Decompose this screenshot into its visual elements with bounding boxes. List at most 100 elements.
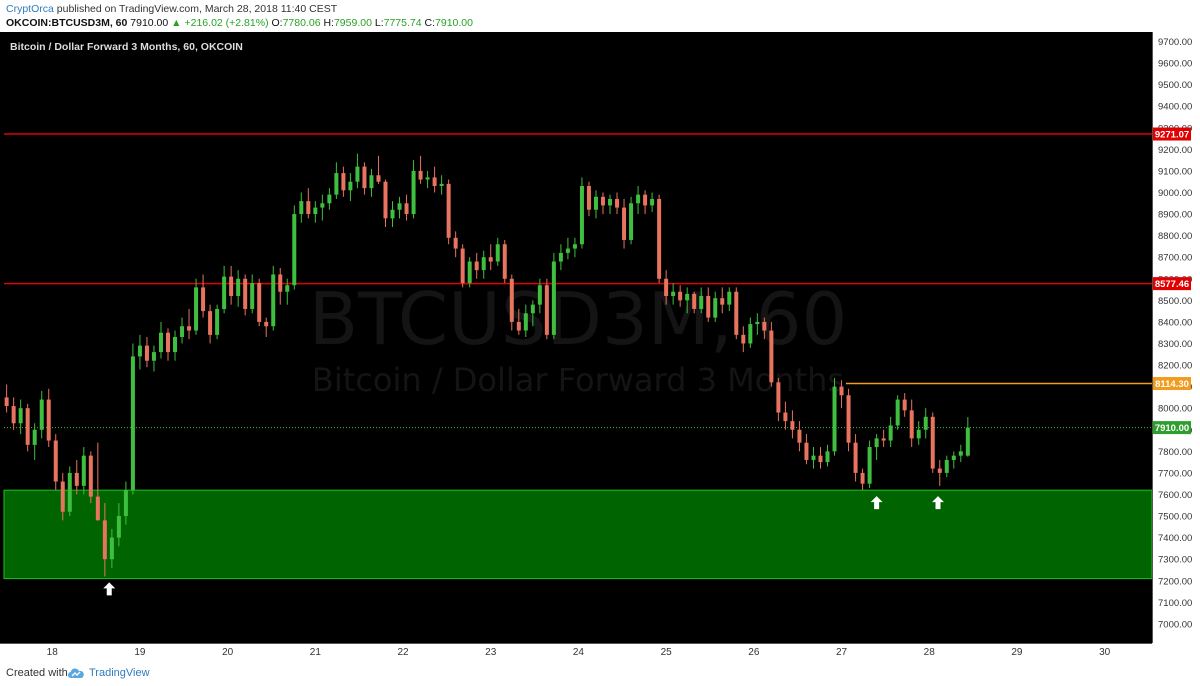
candle-body [657, 198, 662, 279]
candle-body [467, 261, 472, 284]
time-axis [0, 643, 1152, 658]
candle-body [285, 285, 290, 292]
candle-body [608, 198, 613, 206]
price-tag [1153, 421, 1191, 435]
close-value: 7910.00 [435, 17, 473, 29]
y-tick-label: 8500.00 [1158, 296, 1192, 307]
candle-body [804, 442, 809, 460]
candle-body [825, 451, 830, 463]
x-tick-label: 20 [222, 647, 234, 658]
candle-body [425, 177, 430, 180]
candle-body [502, 244, 507, 279]
candle-body [551, 261, 556, 335]
x-tick-label: 27 [836, 647, 848, 658]
candle-body [664, 278, 669, 297]
candle-body [306, 201, 311, 215]
candle-body [488, 257, 493, 262]
chart-area[interactable]: BTCUSD3M, 60 Bitcoin / Dollar Forward 3 … [0, 32, 1200, 658]
candle-body [643, 194, 648, 206]
y-tick-label: 7200.00 [1158, 576, 1192, 587]
candle-body [144, 345, 149, 361]
candle-body [194, 287, 199, 331]
candle-body [706, 296, 711, 318]
price-tag-label: 8577.46 [1155, 279, 1189, 290]
candle-body [593, 196, 598, 210]
y-tick-label: 7800.00 [1158, 447, 1192, 458]
candle-body [299, 201, 304, 215]
x-tick-label: 22 [397, 647, 409, 658]
candle-body [727, 291, 732, 305]
author-link[interactable]: CryptOrca [6, 3, 54, 15]
candle-body [88, 455, 93, 497]
candle-body [671, 291, 676, 297]
candle-body [741, 334, 746, 344]
candle-body [215, 308, 220, 335]
candle-body [180, 326, 185, 338]
candle-body [530, 304, 535, 314]
y-tick-label: 7400.00 [1158, 533, 1192, 544]
y-tick-label: 9100.00 [1158, 166, 1192, 177]
candle-body [439, 183, 444, 187]
publish-header: CryptOrca published on TradingView.com, … [0, 0, 1200, 32]
y-tick-label: 8700.00 [1158, 253, 1192, 264]
candle-body [123, 490, 128, 517]
watermark-symbol: BTCUSD3M, 60 [309, 277, 848, 361]
price-tag-label: 7910.00 [1155, 423, 1189, 434]
candle-body [250, 283, 255, 309]
candle-body [902, 399, 907, 411]
last-price: 7910.00 [130, 17, 169, 29]
candle-body [151, 352, 156, 361]
quote-line: OKCOIN:BTCUSD3M, 60 7910.00 ▲ +216.02 (+… [6, 17, 473, 29]
candle-body [818, 455, 823, 463]
candle-body [32, 429, 37, 445]
candle-body [165, 332, 170, 353]
candle-body [278, 274, 283, 292]
change-value: +216.02 (+2.81%) [184, 17, 269, 29]
price-tag-label: 8114.30 [1155, 379, 1189, 390]
open-label: O: [271, 17, 283, 29]
candle-body [130, 356, 135, 491]
x-tick-label: 25 [661, 647, 673, 658]
candle-body [769, 330, 774, 383]
candle-body [615, 198, 620, 208]
candle-body [25, 408, 30, 445]
candle-body [320, 203, 325, 208]
candle-body [579, 186, 584, 245]
up-arrow-icon [103, 582, 116, 596]
candle-body [636, 194, 641, 204]
y-tick-label: 7700.00 [1158, 468, 1192, 479]
candle-body [811, 455, 816, 460]
candle-body [881, 438, 886, 441]
candle-body [600, 196, 605, 206]
candle-body [369, 175, 374, 189]
candlestick-chart[interactable]: BTCUSD3M, 60 Bitcoin / Dollar Forward 3 … [0, 32, 1200, 658]
y-tick-label: 7000.00 [1158, 619, 1192, 630]
candle-body [18, 408, 23, 424]
candle-body [558, 252, 563, 262]
tradingview-brand-link[interactable]: TradingView [89, 667, 150, 679]
candle-body [474, 261, 479, 271]
x-tick-label: 29 [1011, 647, 1023, 658]
up-arrow-icon [870, 496, 883, 510]
candle-body [81, 455, 86, 486]
candle-body [944, 459, 949, 473]
price-tag [1153, 127, 1191, 141]
candle-body [292, 214, 297, 286]
y-tick-label: 9200.00 [1158, 145, 1192, 156]
candle-body [839, 386, 844, 396]
price-tag [1153, 377, 1191, 391]
candle-body [313, 207, 318, 215]
candle-body [572, 244, 577, 249]
candle-body [846, 395, 851, 443]
candle-body [334, 173, 339, 195]
x-tick-label: 21 [310, 647, 322, 658]
candle-body [544, 285, 549, 335]
x-tick-label: 30 [1099, 647, 1111, 658]
y-tick-label: 7300.00 [1158, 555, 1192, 566]
candle-body [516, 321, 521, 331]
x-tick-label: 28 [924, 647, 936, 658]
candle-body [678, 291, 683, 301]
x-tick-label: 19 [134, 647, 146, 658]
x-tick-label: 23 [485, 647, 497, 658]
chart-title: Bitcoin / Dollar Forward 3 Months, 60, O… [10, 41, 243, 53]
